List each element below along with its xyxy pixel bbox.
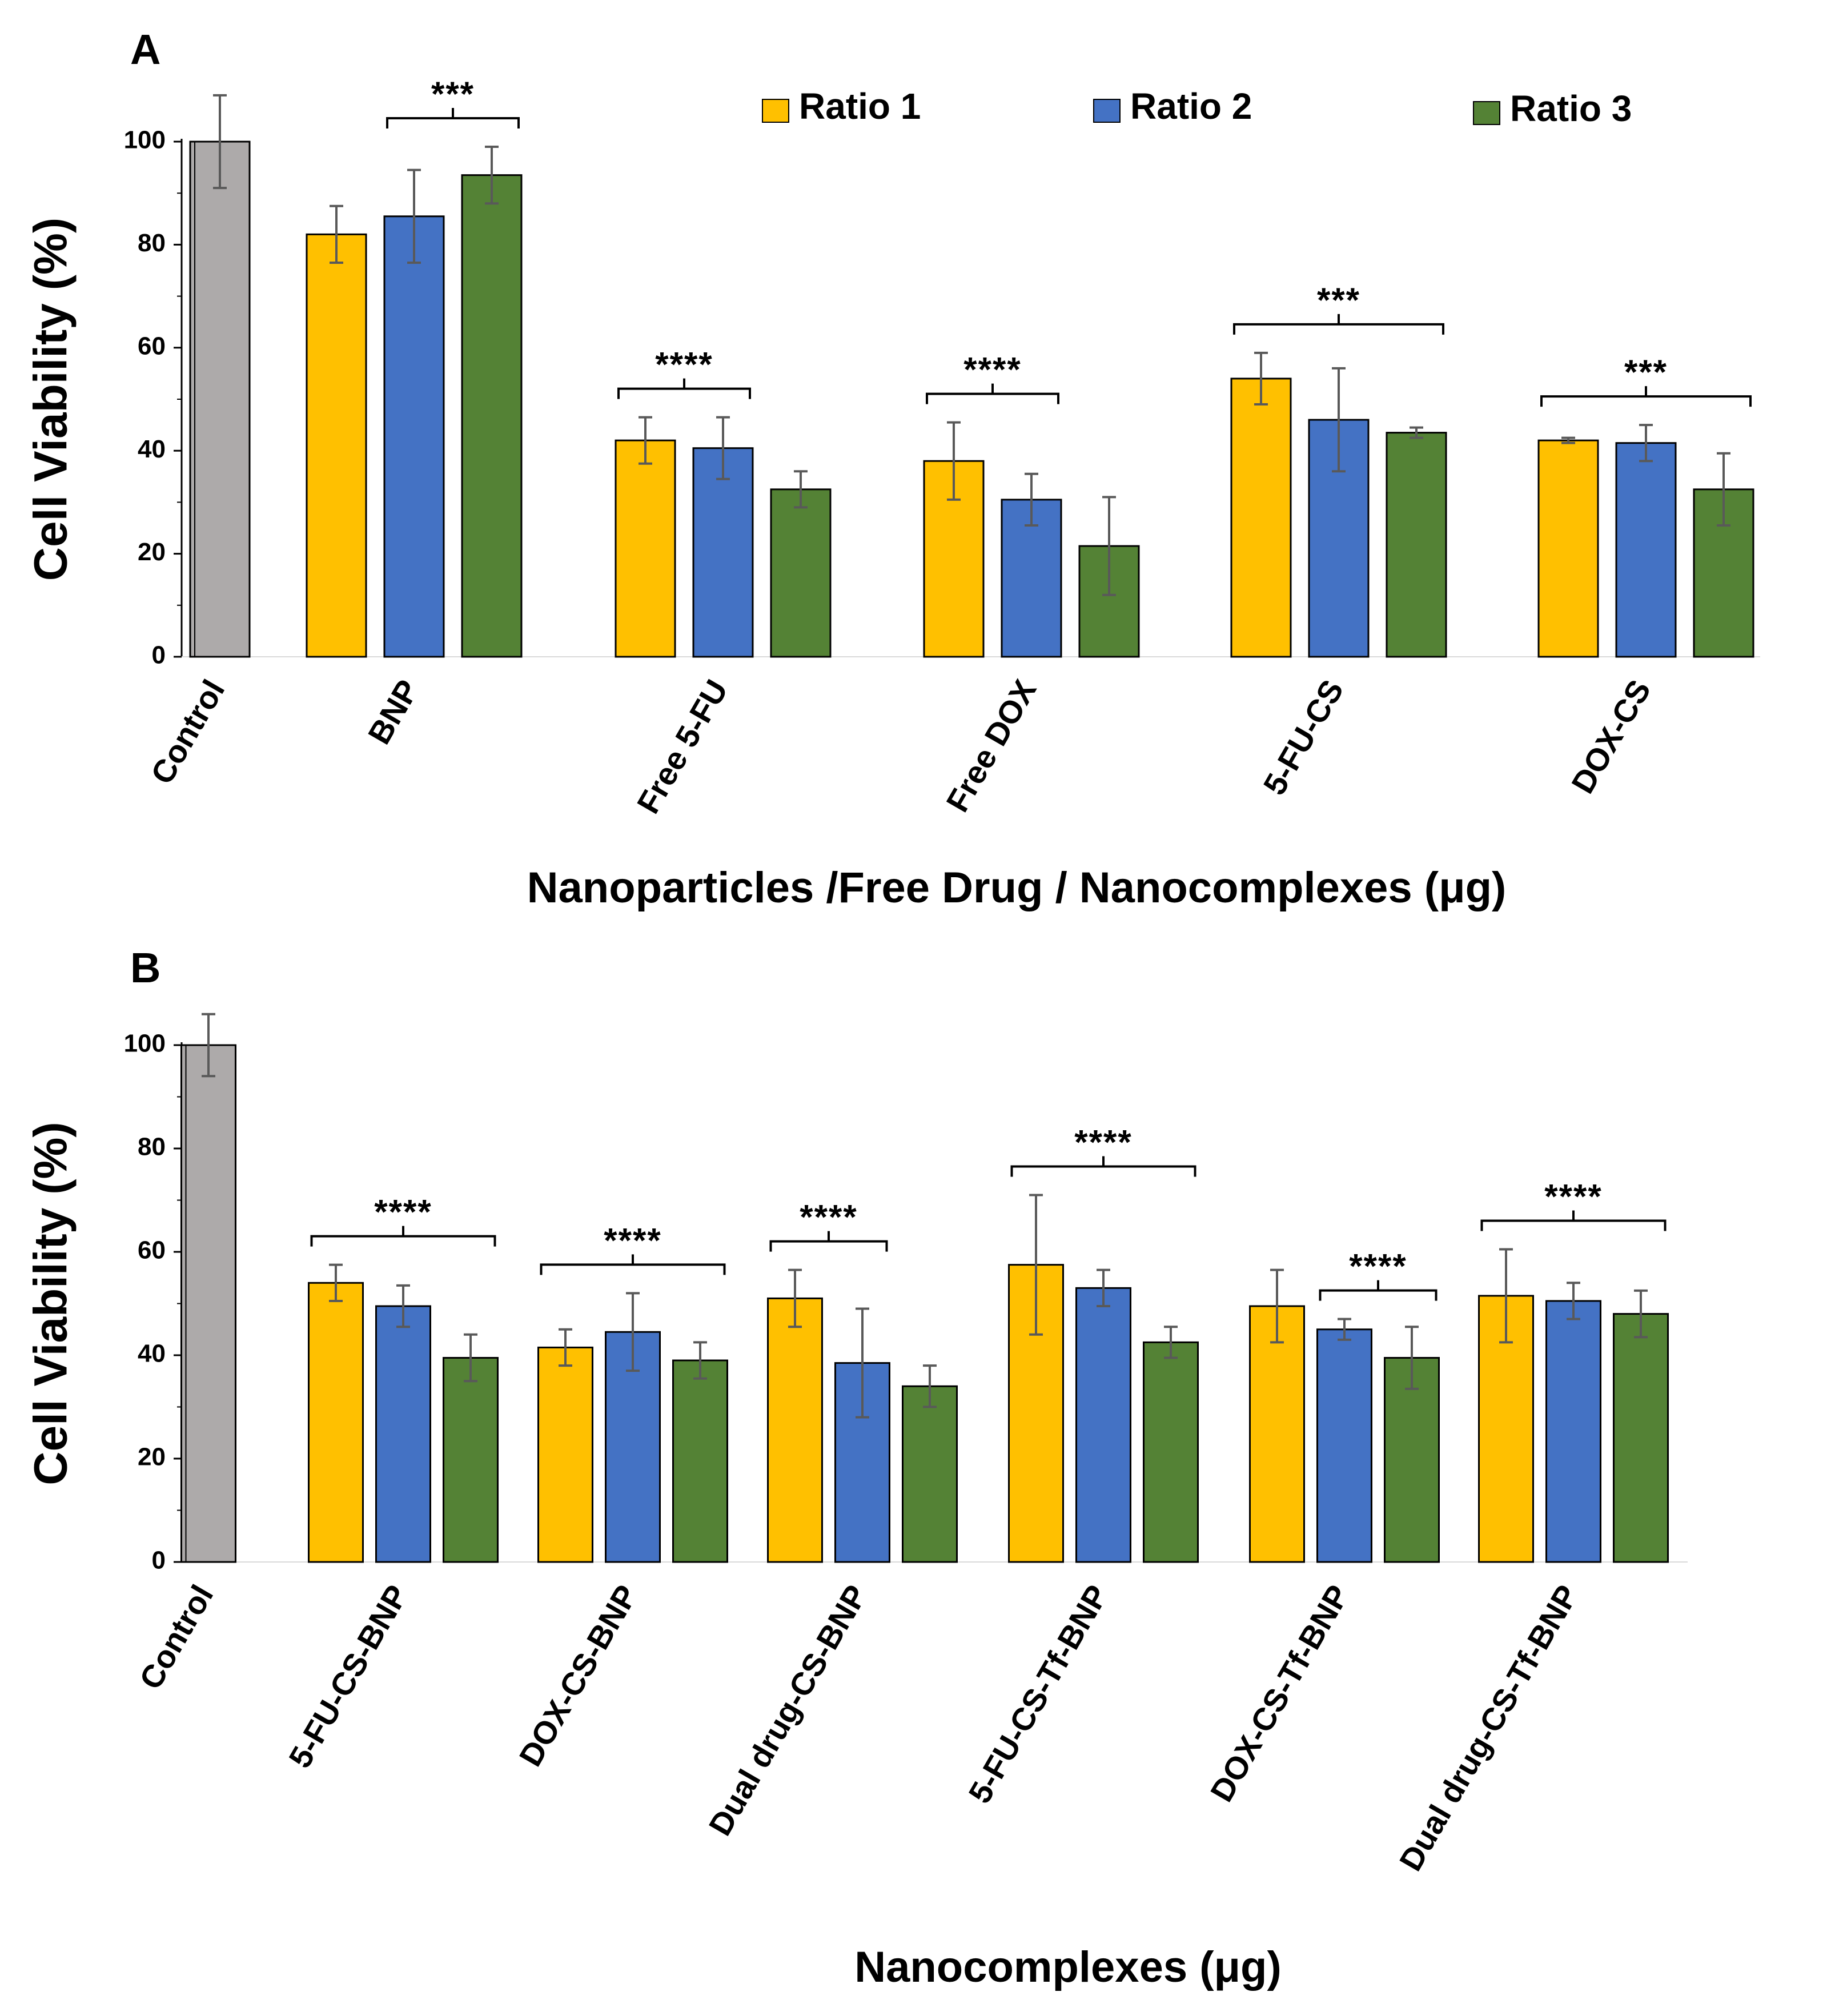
panel-b-category-label-1: DOX-CS-BNP	[512, 1579, 644, 1773]
legend-label-ratio-1: Ratio 1	[799, 86, 921, 127]
panel-a-bar-0-0	[306, 233, 367, 658]
panel-a-bar-control	[189, 140, 251, 658]
panel-a-bar-1-0	[615, 439, 676, 658]
panel-a-y-tick-label: 40	[138, 435, 166, 463]
panel-b-significance-label-5: ****	[1544, 1177, 1602, 1215]
panel-a-category-label-0: BNP	[361, 674, 426, 750]
panel-a-significance-bracket-0	[386, 108, 520, 129]
panel-b: B Cell Viability (%) Nanocomplexes (μg) 0 20…	[25, 944, 1688, 1991]
panel-a-x-axis-title: Nanoparticles /Free Drug / Nanocomplexes…	[527, 864, 1507, 912]
panel-b-category-label-control: Control	[132, 1579, 220, 1696]
panel-b-bar-3-1	[1075, 1287, 1131, 1563]
panel-a-category-label-4: DOX-CS	[1564, 674, 1657, 800]
panel-b-category-label-5: Dual drug-CS-Tf-BNP	[1392, 1579, 1585, 1877]
panel-a-significance-bracket-2	[926, 383, 1059, 404]
panel-b-category-label-4: DOX-CS-Tf-BNP	[1203, 1579, 1356, 1808]
panel-a-category-label-3: 5-FU-CS	[1256, 674, 1350, 801]
panel-a-category-label-control: Control	[143, 674, 231, 790]
panel-b-category-label-2: Dual drug-CS-BNP	[702, 1579, 874, 1842]
panel-b-significance-label-1: ****	[604, 1221, 661, 1259]
panel-b-category-label-3: 5-FU-CS-Tf-BNP	[961, 1579, 1115, 1809]
panel-a-category-label-2: Free DOX	[939, 674, 1043, 818]
panel-b-bar-1-0	[537, 1346, 593, 1563]
panel-b-y-axis-title: Cell Viability (%)	[25, 1122, 77, 1485]
legend-label-ratio-3: Ratio 3	[1510, 88, 1632, 129]
legend-swatch-ratio-3	[1473, 101, 1500, 125]
panel-b-bar-2-2	[902, 1385, 958, 1563]
panel-b-bar-0-0	[308, 1282, 364, 1563]
panel-a-bar-4-0	[1537, 439, 1599, 658]
panel-a-significance-label-0: ***	[431, 75, 475, 113]
panel-b-bar-1-2	[672, 1359, 728, 1563]
panel-a-significance-label-3: ***	[1317, 281, 1360, 319]
panel-b-category-label-0: 5-FU-CS-BNP	[282, 1579, 415, 1774]
panel-b-bar-4-2	[1384, 1357, 1440, 1563]
panel-b-bar-5-1	[1545, 1300, 1601, 1563]
panel-b-bar-control	[180, 1044, 236, 1563]
panel-a-bar-0-1	[383, 215, 445, 658]
legend: Ratio 1 Ratio 2 Ratio 3	[762, 86, 1632, 129]
panel-b-y-tick-label: 40	[138, 1340, 166, 1368]
panel-a-bar-4-1	[1615, 442, 1677, 658]
panel-a-y-tick-label: 20	[138, 538, 166, 566]
panel-b-y-tick-label: 0	[152, 1547, 166, 1575]
legend-label-ratio-2: Ratio 2	[1130, 86, 1252, 127]
panel-a-bar-1-1	[692, 447, 754, 658]
panel-a-y-tick-label: 100	[124, 126, 166, 154]
panel-a-category-label-1: Free 5-FU	[630, 674, 735, 820]
panel-b-significance-bracket-3	[1010, 1156, 1196, 1177]
panel-a-significance-bracket-4	[1540, 386, 1752, 407]
legend-swatch-ratio-1	[762, 99, 789, 123]
panel-a-y-axis-title: Cell Viability (%)	[25, 218, 77, 581]
panel-a-bar-3-0	[1230, 378, 1292, 658]
panel-b-x-axis-title: Nanocomplexes (μg)	[854, 1943, 1282, 1991]
panel-a-y-tick-label: 80	[138, 229, 166, 257]
legend-swatch-ratio-2	[1093, 99, 1121, 123]
panel-b-bar-4-1	[1316, 1328, 1372, 1563]
panel-b-significance-bracket-5	[1480, 1210, 1667, 1231]
panel-b-significance-label-3: ****	[1074, 1123, 1132, 1161]
panel-a-bar-3-2	[1386, 432, 1447, 658]
panel-b-y-tick-label: 60	[138, 1236, 166, 1264]
panel-b-significance-bracket-1	[540, 1254, 726, 1275]
panel-a-y-tick-label: 0	[152, 641, 166, 669]
panel-b-y-tick-label: 80	[138, 1133, 166, 1161]
panel-a-letter: A	[130, 26, 160, 73]
panel-a-significance-bracket-3	[1233, 314, 1444, 335]
panel-b-y-tick-label: 100	[124, 1030, 166, 1058]
panel-b-bar-0-2	[443, 1357, 499, 1563]
panel-b-bar-2-0	[767, 1297, 823, 1563]
panel-b-significance-label-0: ****	[374, 1193, 432, 1231]
panel-a: A Cell Viability (%) Nanoparticles /Free D…	[25, 26, 1760, 912]
panel-a-significance-label-1: ****	[655, 346, 713, 384]
panel-a-bar-1-2	[770, 488, 832, 658]
panel-a-bar-2-2	[1078, 545, 1140, 658]
panel-b-significance-bracket-2	[769, 1231, 888, 1252]
panel-b-significance-label-4: ****	[1349, 1247, 1407, 1286]
panel-a-significance-label-4: ***	[1624, 353, 1668, 391]
panel-a-y-tick-label: 60	[138, 332, 166, 360]
panel-b-significance-bracket-4	[1319, 1280, 1438, 1301]
panel-b-bar-3-2	[1143, 1341, 1199, 1563]
panel-a-significance-bracket-1	[617, 378, 751, 399]
panel-b-letter: B	[130, 944, 160, 991]
panel-b-y-tick-label: 20	[138, 1443, 166, 1471]
panel-a-bar-0-2	[461, 174, 523, 658]
panel-a-significance-label-2: ****	[963, 351, 1021, 389]
panel-b-significance-bracket-0	[310, 1226, 496, 1247]
panel-b-bar-4-0	[1249, 1305, 1305, 1563]
panel-b-bar-5-2	[1613, 1313, 1669, 1563]
panel-b-significance-label-2: ****	[800, 1198, 857, 1236]
panel-b-bar-0-1	[375, 1305, 431, 1563]
